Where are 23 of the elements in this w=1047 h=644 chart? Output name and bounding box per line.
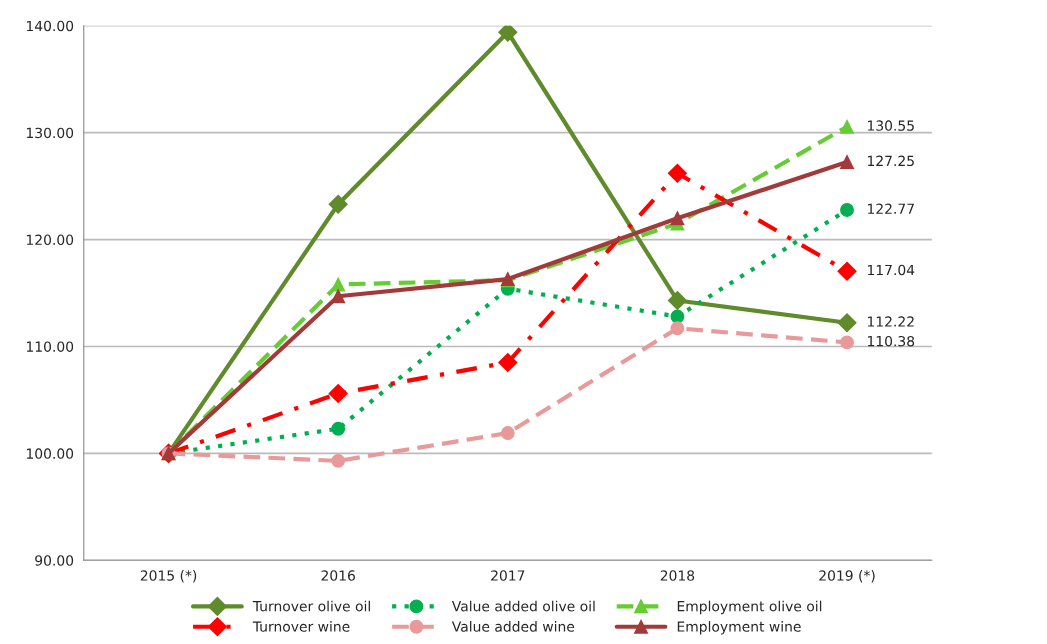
legend-label: Turnover olive oil — [252, 600, 370, 612]
y-tick-label: 90.00 — [35, 555, 74, 566]
y-tick-label: 120.00 — [26, 234, 74, 246]
data-label: 117.04 — [867, 264, 915, 276]
x-tick-label: 2016 — [321, 570, 355, 581]
x-tick-label: 2019 (*) — [819, 570, 875, 583]
y-tick-label: 140.00 — [26, 20, 74, 32]
legend-label: Turnover wine — [252, 621, 350, 632]
legend-label: Employment olive oil — [677, 600, 822, 615]
y-tick-label: 130.00 — [26, 127, 74, 139]
data-label: 130.55 — [867, 120, 914, 131]
data-label: 127.25 — [867, 155, 914, 167]
y-tick-label: 100.00 — [26, 448, 74, 459]
x-tick-label: 2018 — [660, 570, 695, 581]
x-tick-label: 2015 (*) — [140, 570, 197, 583]
data-label: 122.77 — [867, 203, 914, 214]
legend-label: Value added wine — [451, 621, 575, 632]
legend-label: Value added olive oil — [451, 600, 595, 612]
legend-label: Employment wine — [677, 621, 801, 635]
data-label: 110.38 — [867, 335, 915, 347]
data-label: 112.22 — [867, 316, 914, 327]
x-tick-label: 2017 — [491, 570, 525, 581]
y-tick-label: 110.00 — [26, 341, 74, 352]
